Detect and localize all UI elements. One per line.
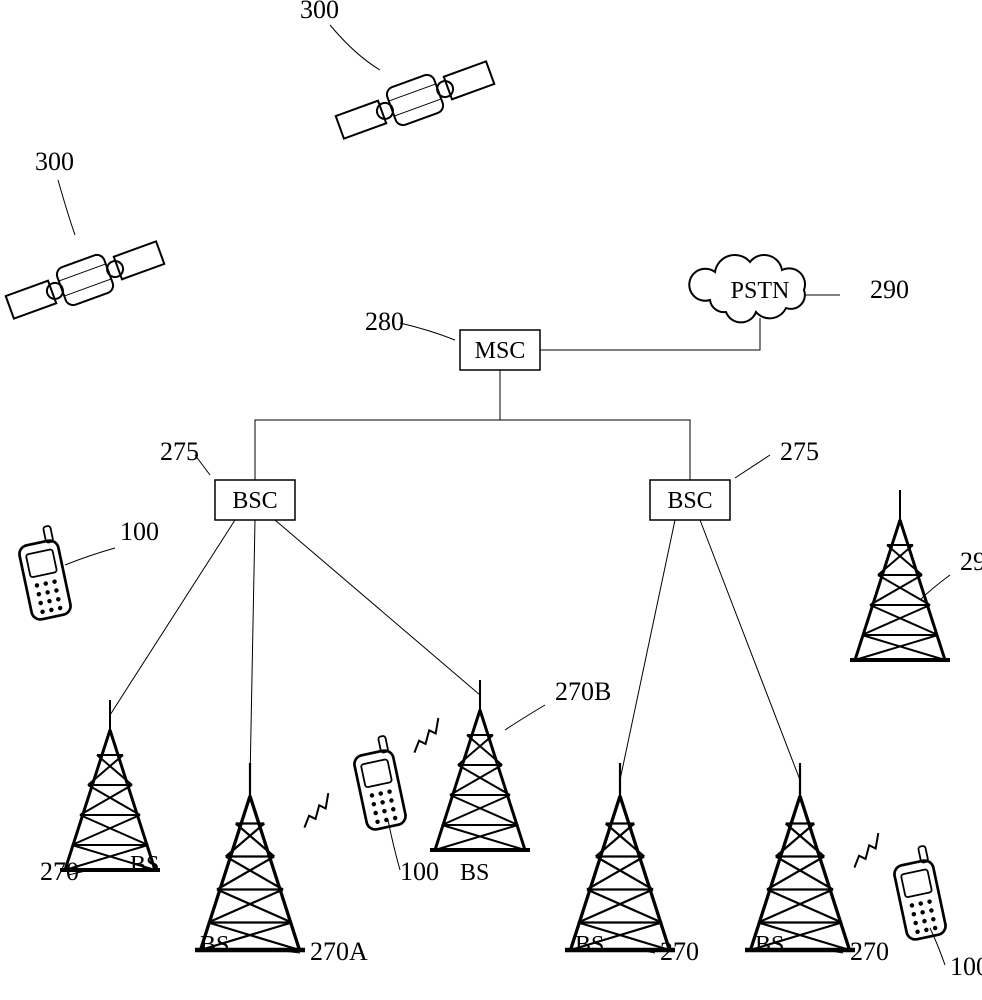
tower-icon — [565, 763, 675, 950]
edge — [275, 520, 480, 695]
edge — [250, 520, 255, 780]
bsc-ref: 275 — [780, 437, 819, 466]
satellite-icon — [333, 54, 497, 146]
leader — [330, 25, 380, 70]
phone-icon — [890, 845, 947, 941]
pstn-label: PSTN — [731, 278, 790, 304]
bs-label: BS — [460, 860, 489, 886]
tower-icon — [195, 763, 305, 950]
tower-ref: 270A — [310, 937, 368, 966]
leader — [58, 180, 75, 235]
msc-ref: 280 — [365, 307, 404, 336]
phone-ref: 100 — [400, 857, 439, 886]
tower-icon — [430, 680, 530, 850]
edge — [540, 318, 760, 350]
edge — [110, 520, 235, 715]
phone-icon — [15, 525, 72, 621]
phone-ref: 100 — [120, 517, 159, 546]
edge — [500, 370, 690, 480]
msc-label: MSC — [475, 338, 526, 364]
leader — [735, 455, 770, 478]
satellite-ref: 300 — [35, 147, 74, 176]
satellite-icon — [3, 234, 167, 326]
bsc-label: BSC — [232, 488, 277, 514]
tower-icon — [850, 490, 950, 660]
phone-ref: 100 — [950, 952, 982, 981]
rf-icon — [845, 833, 887, 868]
edge — [255, 370, 500, 480]
bs-label: BS — [575, 932, 604, 958]
leader — [400, 323, 455, 340]
bsc-label: BSC — [667, 488, 712, 514]
bs-label: BS — [200, 932, 229, 958]
phone-icon — [350, 735, 407, 831]
tower-ref: 270 — [850, 937, 889, 966]
edge — [700, 520, 800, 780]
tower-icon — [60, 700, 160, 870]
satellite-ref: 300 — [300, 0, 339, 24]
rf-icon — [295, 793, 337, 828]
pstn-ref: 290 — [870, 275, 909, 304]
leader — [505, 705, 545, 730]
leader — [65, 548, 115, 565]
tower-ref: 270B — [555, 677, 611, 706]
tower-ref: 270 — [660, 937, 699, 966]
tower-ref: 270 — [40, 857, 79, 886]
bsc-ref: 275 — [160, 437, 199, 466]
tower-ref: 295 — [960, 547, 982, 576]
tower-icon — [745, 763, 855, 950]
bs-label: BS — [755, 932, 784, 958]
bs-label: BS — [130, 852, 159, 878]
rf-icon — [405, 718, 447, 753]
edge — [620, 520, 675, 780]
